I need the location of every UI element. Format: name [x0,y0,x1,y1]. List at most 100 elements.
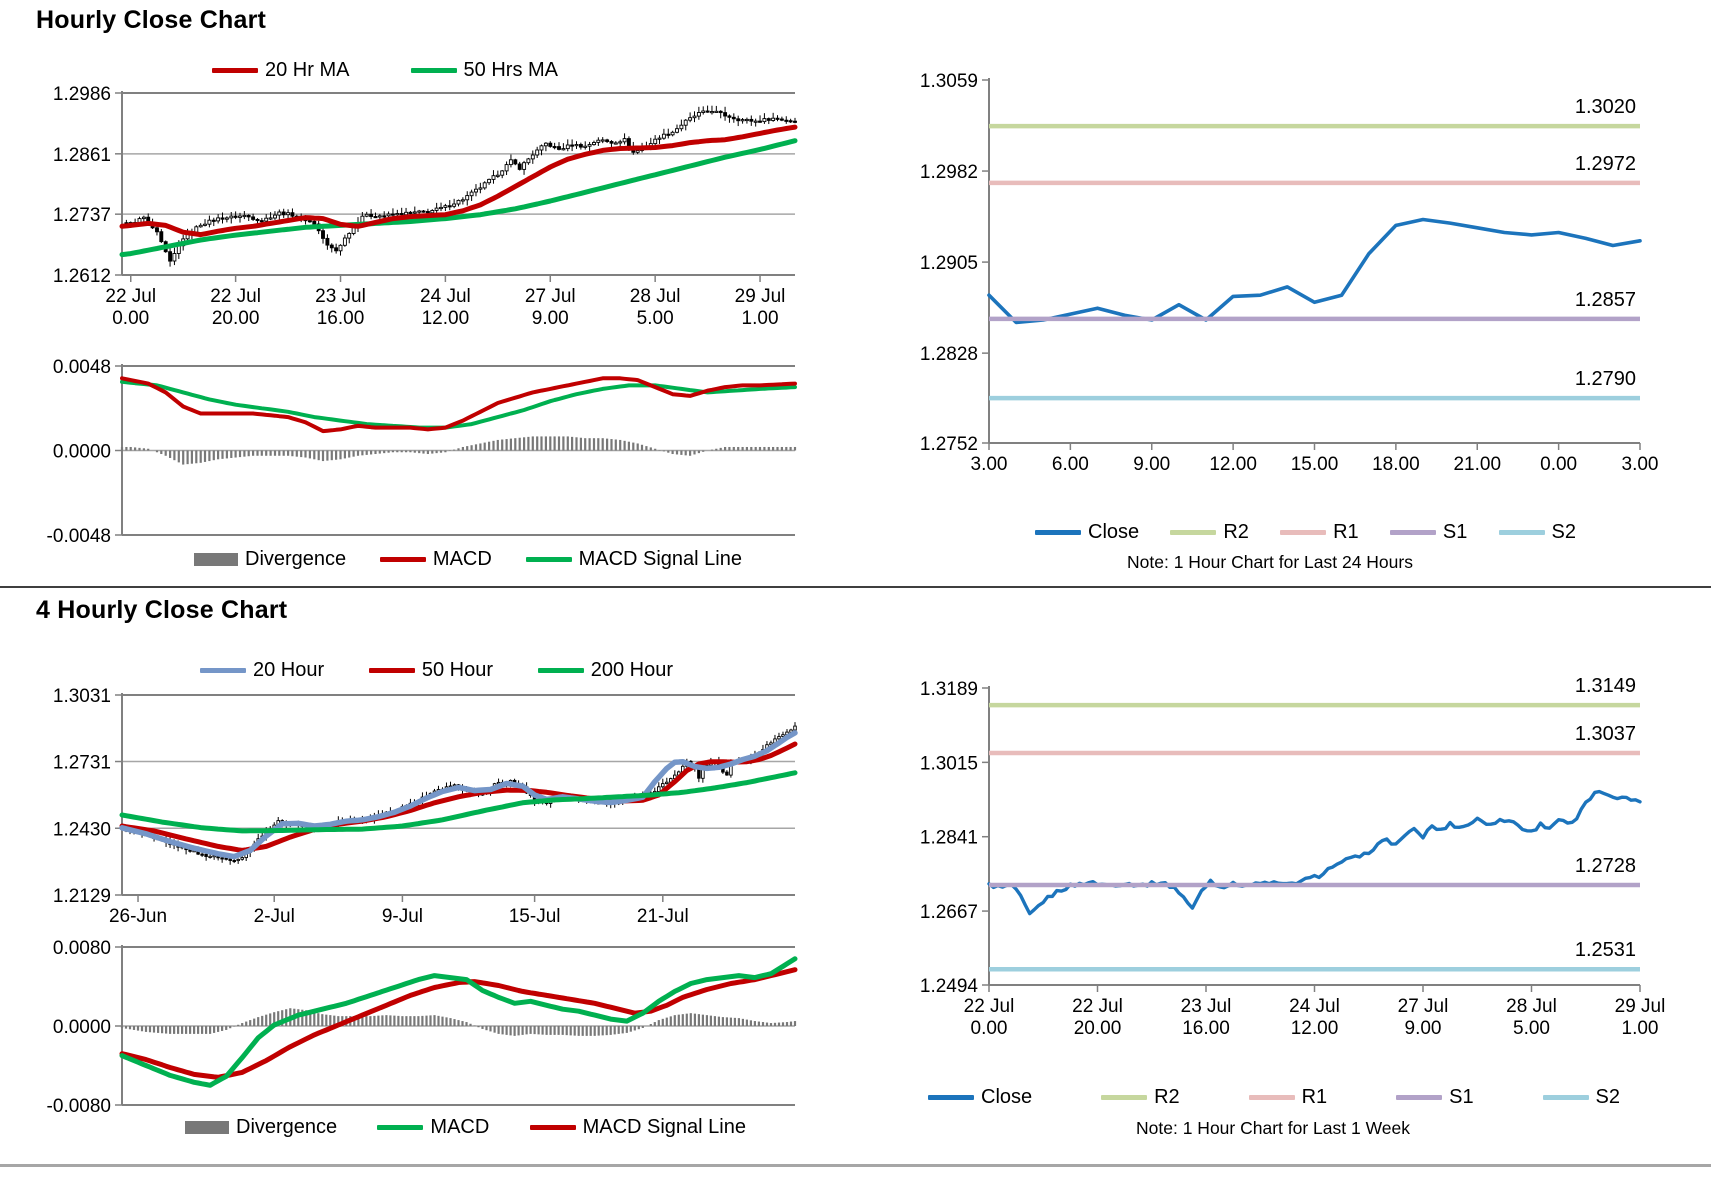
svg-text:1.2667: 1.2667 [920,902,978,923]
svg-text:6.00: 6.00 [1052,454,1089,475]
legend-item-s1: S1 [1396,1086,1474,1109]
svg-text:3.00: 3.00 [971,454,1008,475]
legend-label: R1 [1333,520,1359,543]
legend-item-200hour: 200 Hour [537,658,673,682]
section-divider [0,586,1711,588]
legend-item-divergence: Divergence [185,1116,337,1139]
svg-text:1.3149: 1.3149 [1575,675,1636,697]
svg-text:12.00: 12.00 [422,308,470,329]
svg-text:29 Jul: 29 Jul [1615,996,1666,1017]
legend-label: S1 [1442,520,1468,543]
legend-label: 50 Hrs MA [463,58,558,81]
svg-text:12.00: 12.00 [1291,1018,1339,1039]
svg-text:1.2728: 1.2728 [1575,855,1636,877]
bottom-divider [0,1164,1711,1167]
svg-text:1.2986: 1.2986 [53,84,111,105]
svg-text:16.00: 16.00 [1182,1018,1230,1039]
legend-label: MACD Signal Line [582,1115,746,1138]
four-hourly-chart-title: 4 Hourly Close Chart [36,596,288,624]
legend-label: MACD Signal Line [578,547,742,570]
svg-text:1.00: 1.00 [742,308,779,329]
legend-label: 20 Hour [253,658,325,681]
legend-label: R1 [1301,1085,1328,1108]
svg-text:22 Jul: 22 Jul [210,286,261,307]
svg-text:1.2494: 1.2494 [920,976,979,997]
weekly-sr-legend: Close R2 R1 S1 S2 [928,1084,1620,1110]
svg-text:3.00: 3.00 [1622,454,1659,475]
svg-text:1.2982: 1.2982 [920,162,978,183]
svg-text:0.0048: 0.0048 [53,357,111,378]
legend-item-r1: R1 [1248,1085,1328,1109]
ma-50hrs-swatch-icon [410,67,457,73]
legend-item-macd: MACD [377,1116,489,1139]
svg-text:5.00: 5.00 [637,308,674,329]
legend-item-close: Close [1035,521,1139,544]
legend-item-r1: R1 [1280,521,1359,544]
svg-text:1.3031: 1.3031 [53,686,111,707]
svg-text:20.00: 20.00 [1074,1018,1122,1039]
ma-50hour-swatch-icon [368,667,415,673]
close-swatch-icon [1035,529,1081,535]
ma-20hr-swatch-icon [212,67,258,73]
svg-text:1.2857: 1.2857 [1575,289,1636,311]
divergence-swatch-icon [194,552,238,566]
legend-label: MACD [432,547,492,570]
legend-label: 200 Hour [590,658,673,681]
svg-text:1.2430: 1.2430 [53,819,111,840]
svg-text:27 Jul: 27 Jul [1398,996,1449,1017]
svg-text:21-Jul: 21-Jul [637,906,689,927]
four-hourly-macd-legend: Divergence MACD MACD Signal Line [185,1114,746,1140]
hourly-sr-note: Note: 1 Hour Chart for Last 24 Hours [1127,552,1413,572]
svg-text:21.00: 21.00 [1453,454,1501,475]
svg-text:9.00: 9.00 [1133,454,1170,475]
svg-text:0.0080: 0.0080 [53,938,111,959]
svg-text:0.0000: 0.0000 [53,1017,111,1038]
svg-text:1.3059: 1.3059 [920,71,978,92]
svg-text:2-Jul: 2-Jul [254,906,295,927]
svg-text:1.3189: 1.3189 [920,679,978,700]
legend-label: 50 Hour [421,658,494,681]
legend-item-r2: R2 [1101,1086,1180,1109]
r2-swatch-icon [1101,1094,1148,1100]
legend-item-20hr-ma: 20 Hr MA [212,59,349,82]
svg-text:20.00: 20.00 [212,308,260,329]
s1-swatch-icon [1396,1094,1443,1100]
divergence-swatch-icon [185,1120,229,1134]
svg-text:23 Jul: 23 Jul [1181,996,1232,1017]
legend-label: 20 Hr MA [265,58,350,81]
s2-swatch-icon [1542,1094,1589,1100]
r1-swatch-icon [1280,529,1327,535]
svg-text:15-Jul: 15-Jul [509,906,561,927]
legend-item-macd-signal: MACD Signal Line [529,1115,746,1139]
legend-item-50hrs-ma: 50 Hrs MA [410,58,558,82]
legend-item-s2: S2 [1498,521,1576,544]
svg-text:1.2790: 1.2790 [1575,368,1636,390]
s2-swatch-icon [1498,529,1545,535]
legend-label: Divergence [236,1115,338,1138]
hourly-chart-title: Hourly Close Chart [36,6,267,34]
ma-200hour-swatch-icon [537,667,584,673]
svg-text:1.2612: 1.2612 [53,266,111,287]
svg-text:9-Jul: 9-Jul [382,906,423,927]
hourly-price-legend: 20 Hr MA 50 Hrs MA [212,56,558,84]
macd-swatch-icon [377,1124,424,1130]
svg-text:-0.0080: -0.0080 [47,1096,111,1117]
svg-text:1.2841: 1.2841 [920,828,978,849]
svg-text:0.00: 0.00 [112,308,149,329]
legend-label: MACD [430,1115,490,1138]
legend-item-divergence: Divergence [194,548,346,571]
svg-text:1.2905: 1.2905 [920,253,978,274]
macd-swatch-icon [379,556,426,562]
hourly-macd-legend: Divergence MACD MACD Signal Line [194,546,742,572]
svg-text:28 Jul: 28 Jul [1506,996,1557,1017]
close-swatch-icon [928,1094,974,1100]
hourly-sr-legend: Close R2 R1 S1 S2 [1035,519,1576,545]
svg-text:1.2737: 1.2737 [53,205,111,226]
svg-text:1.2129: 1.2129 [53,886,111,907]
legend-item-macd: MACD [379,547,492,571]
svg-text:24 Jul: 24 Jul [1289,996,1340,1017]
svg-text:1.2531: 1.2531 [1575,939,1636,961]
